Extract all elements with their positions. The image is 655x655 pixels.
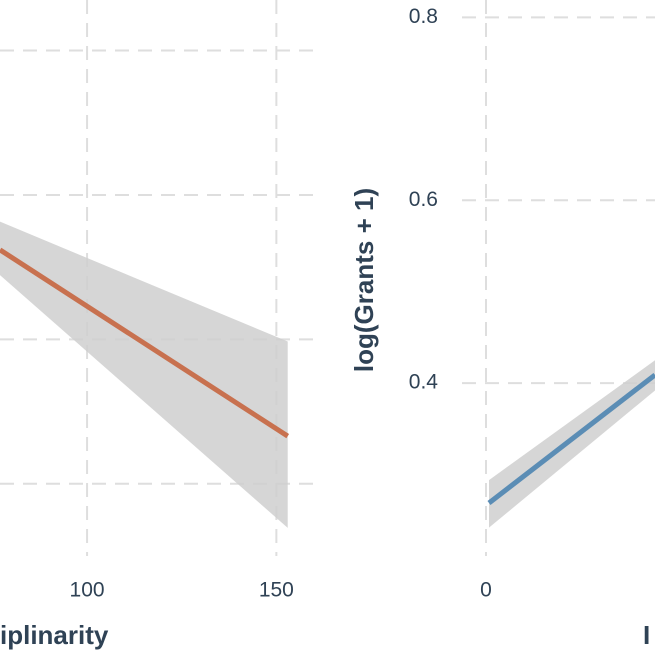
x-tick-label: 100 <box>70 579 105 602</box>
x-tick-label: 150 <box>259 579 294 602</box>
y-tick-label: 0.4 <box>409 371 439 394</box>
x-axis-label: iplinarity <box>0 620 109 650</box>
y-tick-label: 0.8 <box>409 5 438 28</box>
trend-line <box>487 372 655 505</box>
y-tick-label: 0.6 <box>409 188 438 211</box>
x-axis-label: I <box>643 620 650 650</box>
confidence-band <box>489 360 655 528</box>
trend-line <box>0 247 290 439</box>
confidence-band <box>0 221 288 528</box>
y-axis-label: log(Grants + 1) <box>349 188 379 372</box>
x-tick-label: 0 <box>480 579 492 602</box>
